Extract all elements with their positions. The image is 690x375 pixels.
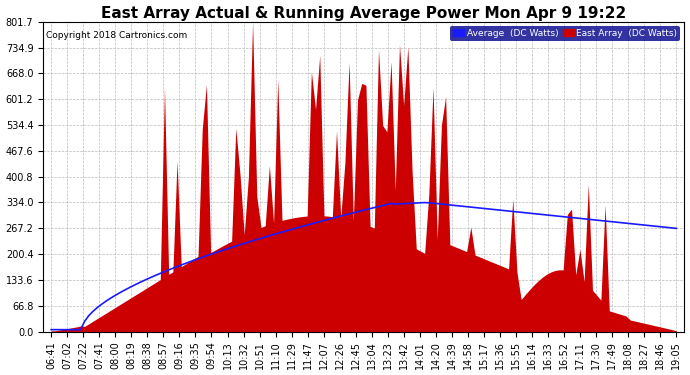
Legend: Average  (DC Watts), East Array  (DC Watts): Average (DC Watts), East Array (DC Watts… bbox=[451, 26, 680, 40]
Text: Copyright 2018 Cartronics.com: Copyright 2018 Cartronics.com bbox=[46, 31, 188, 40]
Title: East Array Actual & Running Average Power Mon Apr 9 19:22: East Array Actual & Running Average Powe… bbox=[101, 6, 627, 21]
